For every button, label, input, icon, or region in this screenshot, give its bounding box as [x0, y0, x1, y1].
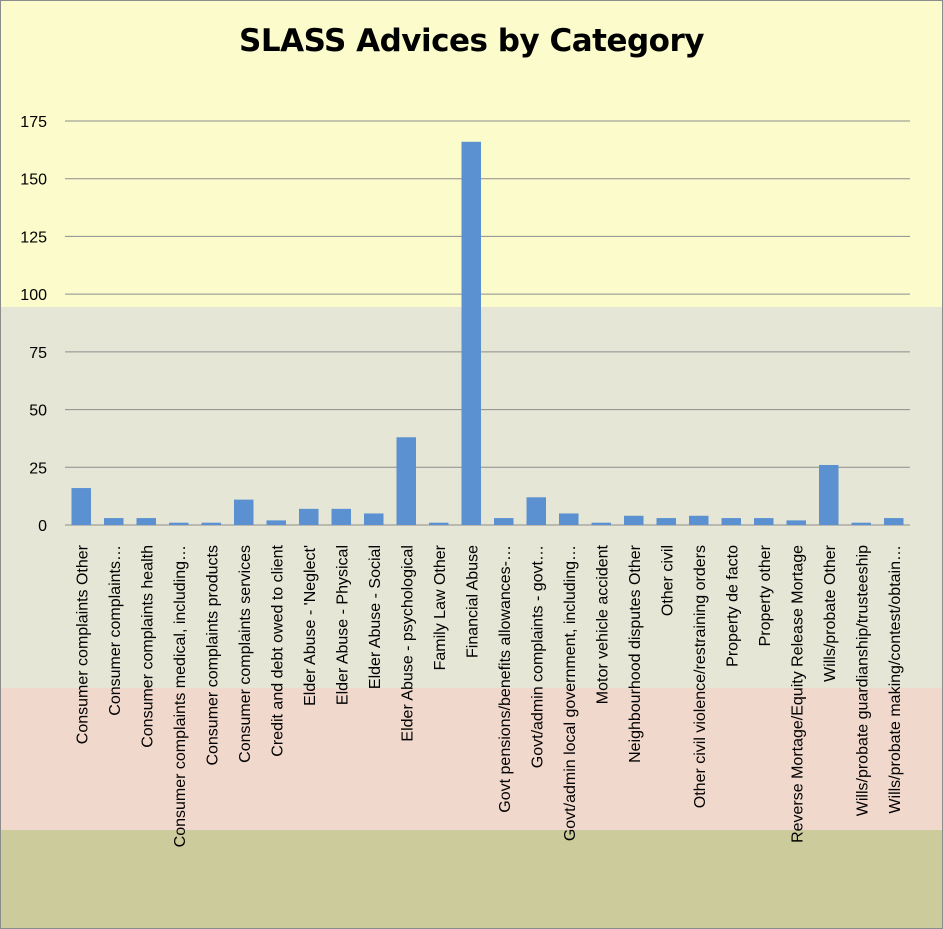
x-tick-label: Govt/admin complaints - govt…	[529, 545, 546, 768]
y-tick-label: 25	[29, 460, 47, 477]
y-tick-label: 50	[29, 403, 47, 420]
bar	[884, 518, 904, 525]
bar	[71, 488, 91, 525]
x-tick-label: Consumer complaints medical, including…	[172, 545, 189, 847]
x-tick-label: Motor vehicle accident	[594, 544, 611, 704]
x-tick-label: Elder Abuse - psychological	[399, 545, 416, 742]
y-tick-label: 75	[29, 345, 47, 362]
bar	[136, 518, 156, 525]
bar	[656, 518, 676, 525]
bar	[169, 522, 189, 525]
x-tick-label: Wills/probate Other	[822, 544, 839, 682]
bar	[461, 141, 481, 525]
x-tick-label: Property other	[757, 544, 774, 646]
x-tick-label: Elder Abuse - 'Neglect'	[302, 545, 319, 706]
x-tick-label: Neighbourhood disputes Other	[627, 544, 644, 763]
chart-title: SLASS Advices by Category	[239, 23, 704, 59]
bar	[396, 437, 416, 525]
x-tick-label: Consumer complaints Other	[74, 544, 91, 744]
x-tick-label: Consumer complaints products	[204, 545, 221, 766]
y-tick-label: 150	[20, 172, 47, 189]
bar	[819, 464, 839, 525]
x-tick-label: Other civil violence/restraining orders	[692, 545, 709, 808]
bar	[591, 522, 611, 525]
x-tick-label: Reverse Mortage/Equity Release Mortage	[789, 545, 806, 843]
background-band-olive	[1, 830, 942, 928]
bar	[201, 522, 221, 525]
x-tick-label: Govt/admin local government, including…	[562, 545, 579, 841]
bar	[559, 513, 579, 525]
bar	[624, 515, 644, 525]
bar	[754, 518, 774, 525]
bar	[234, 499, 254, 525]
x-tick-label: Elder Abuse - Social	[367, 545, 384, 689]
x-tick-label: Consumer complaints services	[237, 545, 254, 763]
bar	[266, 520, 286, 525]
x-tick-label: Govt pensions/benefits allowances-…	[497, 545, 514, 813]
bar	[689, 515, 709, 525]
x-tick-label: Wills/probate making/contest/obtain…	[887, 545, 904, 814]
x-tick-label: Financial Abuse	[464, 545, 481, 658]
x-tick-label: Property de facto	[724, 545, 741, 667]
bar	[721, 518, 741, 525]
x-tick-label: Family Law Other	[432, 544, 449, 670]
y-tick-label: 0	[38, 518, 47, 535]
x-tick-label: Consumer complaints health	[139, 545, 156, 748]
bar	[299, 508, 319, 525]
bar	[364, 513, 384, 525]
y-tick-label: 125	[20, 229, 47, 246]
bar	[851, 522, 871, 525]
bar	[429, 522, 449, 525]
bar	[786, 520, 806, 525]
x-tick-label: Consumer complaints…	[107, 545, 124, 716]
bar	[331, 508, 351, 525]
background-band-pink	[1, 688, 942, 830]
bar	[526, 497, 546, 525]
y-tick-label: 175	[20, 114, 47, 131]
x-tick-label: Elder Abuse - Physical	[334, 545, 351, 705]
bar	[104, 518, 124, 525]
y-tick-label: 100	[20, 287, 47, 304]
bar	[494, 518, 514, 525]
x-tick-label: Credit and debt owed to client	[269, 544, 286, 756]
x-tick-label: Other civil	[659, 545, 676, 616]
x-tick-label: Wills/probate guardianship/trusteeship	[854, 545, 871, 816]
